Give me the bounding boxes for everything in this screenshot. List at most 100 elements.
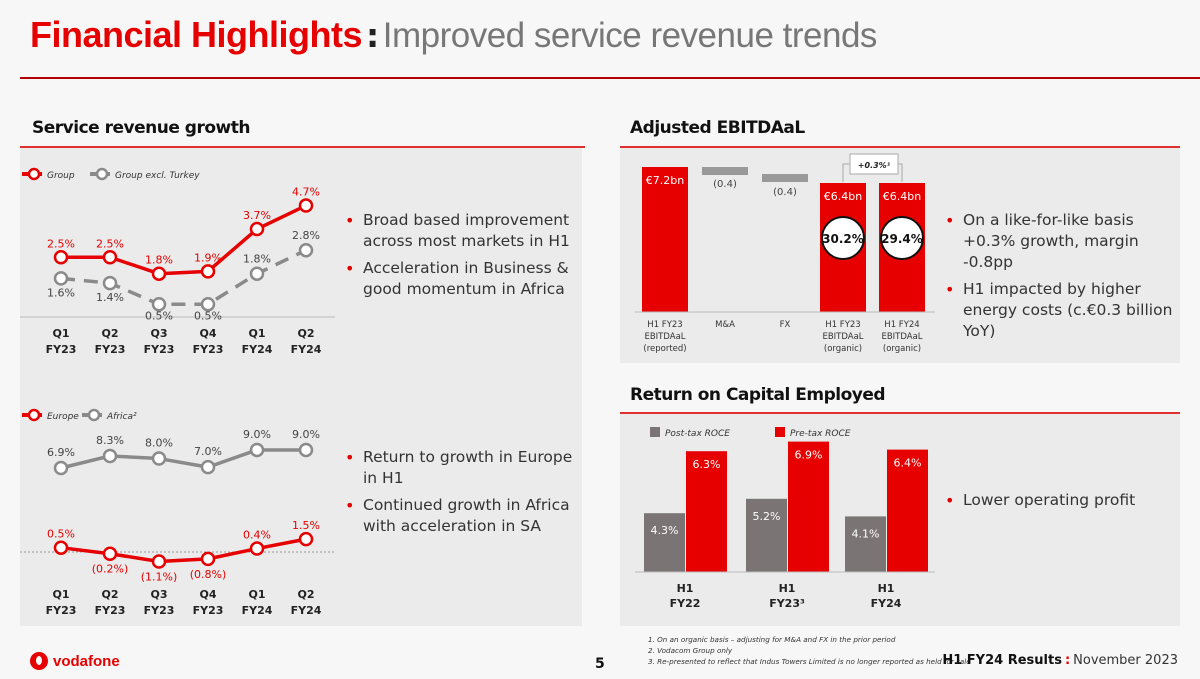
data-point xyxy=(298,242,314,258)
data-label: 8.0% xyxy=(145,437,173,450)
data-label: 1.6% xyxy=(47,286,75,299)
bullet-item: Continued growth in Africa with accelera… xyxy=(345,495,580,537)
data-label: 7.0% xyxy=(194,445,222,458)
vodafone-logo: vodafone xyxy=(30,652,120,670)
footnote: 3. Re-presented to reflect that Indus To… xyxy=(648,657,971,666)
bullet-item: Lower operating profit xyxy=(945,490,1180,511)
category-label: Q4 xyxy=(199,588,216,601)
legend-swatch xyxy=(775,427,785,437)
category-label: H1 FY23 xyxy=(647,320,682,330)
legend-label: Group excl. Turkey xyxy=(115,171,200,181)
data-point xyxy=(53,250,69,265)
category-label: Q1 xyxy=(248,327,265,340)
data-point xyxy=(298,198,314,213)
margin-label: 30.2% xyxy=(822,232,864,246)
category-label: Q3 xyxy=(150,588,167,601)
data-point xyxy=(151,297,167,312)
title-subtitle: Improved service revenue trends xyxy=(382,16,878,55)
data-label: (0.8%) xyxy=(190,568,227,581)
data-point xyxy=(53,540,69,555)
bullet-item: Acceleration in Business & good momentum… xyxy=(345,258,580,300)
waterfall-bar xyxy=(642,167,688,312)
category-label: FY24 xyxy=(242,604,273,617)
data-point xyxy=(298,442,314,458)
data-label: 1.4% xyxy=(96,291,124,304)
data-point xyxy=(53,271,69,286)
data-label: 0.5% xyxy=(194,309,222,322)
category-label: FY23 xyxy=(144,604,175,617)
logo-text: vodafone xyxy=(53,652,120,670)
bar-label: 6.9% xyxy=(795,449,823,462)
bar-label: €7.2bn xyxy=(646,174,684,187)
data-point xyxy=(200,297,216,312)
bar-pre-tax xyxy=(686,451,727,572)
category-label: FY23 xyxy=(193,343,224,356)
data-point xyxy=(151,451,167,466)
event-date: November 2023 xyxy=(1073,653,1178,668)
bar-post-tax xyxy=(644,513,685,572)
group-growth-chart: Group Group excl. Turkey 2.5% 2.5% 1.8% 1.9% 3… xyxy=(20,167,335,356)
section-rule xyxy=(620,412,1180,414)
category-label: FY24 xyxy=(871,597,902,610)
category-label: H1 xyxy=(779,582,796,595)
category-label: FY22 xyxy=(670,597,701,610)
data-label: 1.5% xyxy=(292,519,320,532)
section-title-roce: Return on Capital Employed xyxy=(630,385,886,405)
category-label: FY23³ xyxy=(769,597,805,610)
category-label: Q1 xyxy=(52,588,69,601)
category-label: (reported) xyxy=(643,344,686,354)
footnote: 2. Vodacom Group only xyxy=(648,646,733,655)
category-label: Q2 xyxy=(297,327,314,340)
legend-swatch xyxy=(650,427,660,437)
category-label: Q3 xyxy=(150,327,167,340)
data-point xyxy=(200,459,216,475)
region-growth-chart: Europe Africa² 0.5% (0.2%) (1.1%) (0.8%) 0.4% 1… xyxy=(20,408,335,617)
data-point xyxy=(102,250,118,265)
category-label: (organic) xyxy=(883,344,921,354)
category-label: FY23 xyxy=(193,604,224,617)
event-name: H1 FY24 Results xyxy=(942,653,1062,668)
data-point xyxy=(151,554,167,569)
data-point xyxy=(102,448,118,464)
bar-pre-tax xyxy=(788,441,829,572)
bar-post-tax xyxy=(845,516,886,572)
footer-event: H1 FY24 Results: November 2023 xyxy=(942,653,1178,668)
legend-label: Group xyxy=(47,171,75,181)
bar-label: 5.2% xyxy=(753,510,781,523)
title-main: Financial Highlights xyxy=(30,14,363,55)
margin-label: 29.4% xyxy=(881,232,923,246)
category-label: FY23 xyxy=(95,604,126,617)
footnote: 1. On an organic basis – adjusting for M… xyxy=(648,635,896,644)
bar-label: €6.4bn xyxy=(883,190,921,203)
roce-chart: Post-tax ROCE 4.3% 5.2% 4.1% Pre-tax ROCE 6.3… xyxy=(635,427,935,610)
category-label: FY23 xyxy=(46,343,77,356)
category-label: EBITDAaL xyxy=(881,332,922,342)
slide-title: Financial Highlights: Improved service re… xyxy=(30,14,877,56)
ebitdaal-bullets: On a like-for-like basis +0.3% growth, m… xyxy=(945,210,1180,348)
legend-marker xyxy=(27,167,41,181)
region-bullets: Return to growth in Europe in H1 Continu… xyxy=(345,447,580,543)
category-label: Q2 xyxy=(101,327,118,340)
category-label: H1 FY24 xyxy=(884,320,919,330)
category-label: Q1 xyxy=(52,327,69,340)
margin-circle xyxy=(821,216,865,260)
data-point xyxy=(200,264,216,279)
category-label: FX xyxy=(780,320,791,330)
category-label: M&A xyxy=(715,320,735,330)
category-label: H1 FY23 xyxy=(825,320,860,330)
series-line-1 xyxy=(60,448,306,470)
data-point xyxy=(102,546,118,561)
category-label: Q2 xyxy=(101,588,118,601)
data-label: 0.4% xyxy=(243,529,271,542)
series-line-1 xyxy=(60,248,307,306)
category-label: (organic) xyxy=(824,344,862,354)
data-point xyxy=(298,531,314,547)
bridge-annotation-box xyxy=(849,153,899,175)
data-label: 2.5% xyxy=(47,237,75,250)
bullet-item: H1 impacted by higher energy costs (c.€0… xyxy=(945,279,1180,342)
bar-post-tax xyxy=(746,498,787,572)
section-title-ebitdaal: Adjusted EBITDAaL xyxy=(630,118,805,138)
legend-label: Pre-tax ROCE xyxy=(790,429,851,439)
margin-circle xyxy=(880,216,924,260)
legend-marker xyxy=(27,408,41,422)
